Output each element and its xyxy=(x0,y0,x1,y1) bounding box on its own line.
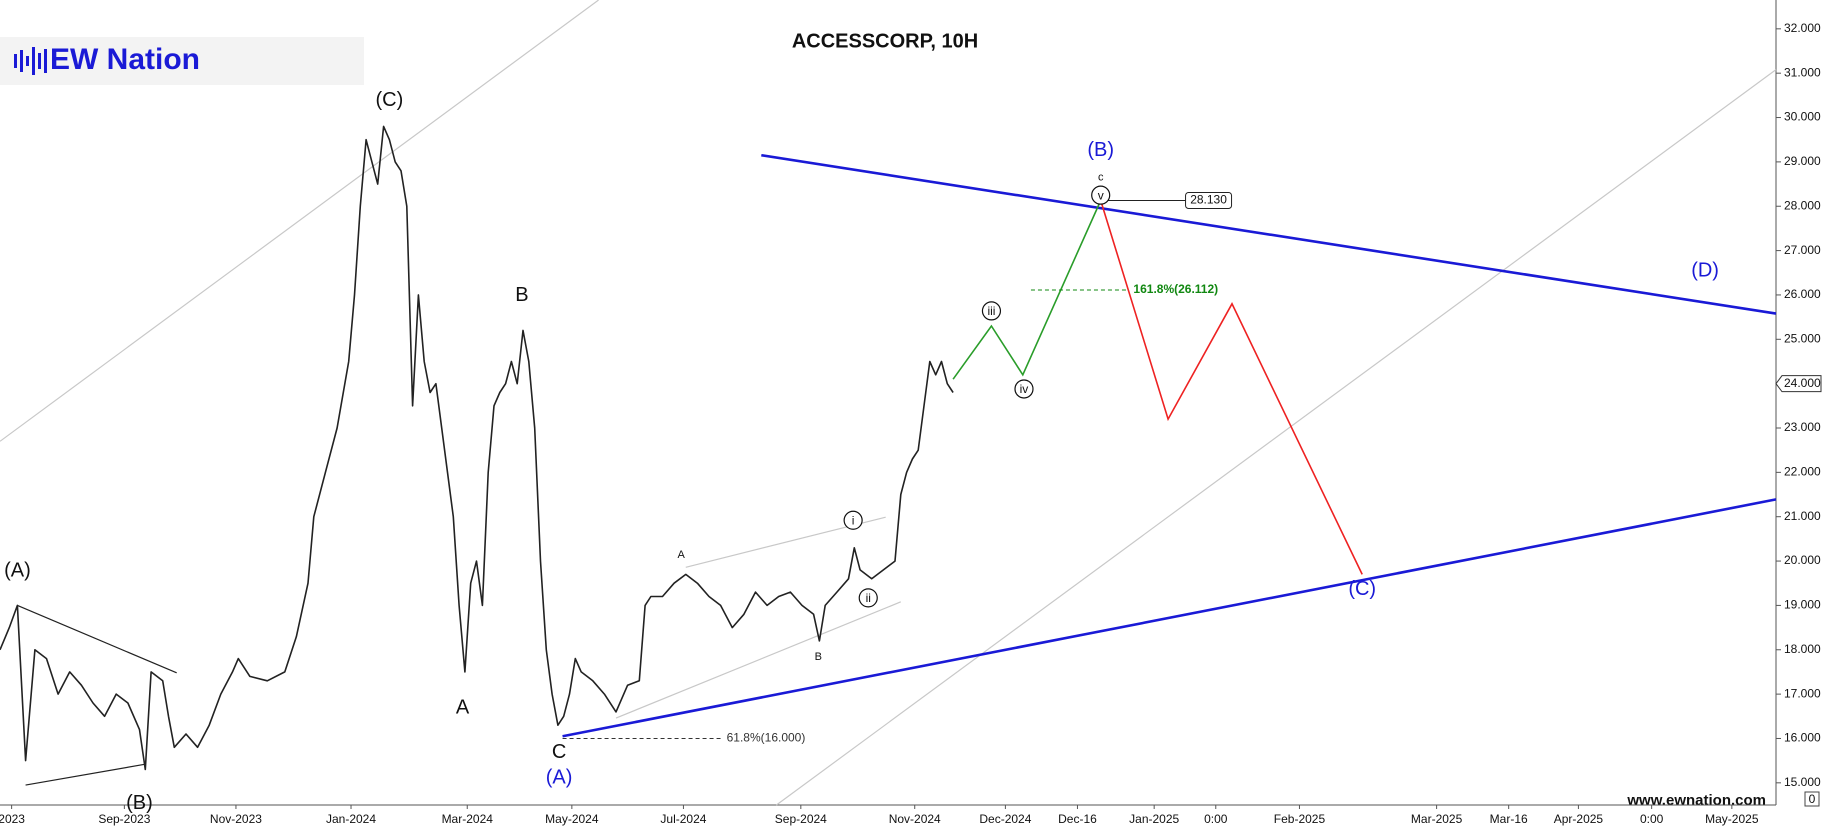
guide-line xyxy=(17,604,177,674)
y-tick-label: 32.000 xyxy=(1784,21,1821,35)
website: www.ewnation.com xyxy=(1626,792,1766,809)
price-marker xyxy=(1775,375,1822,393)
x-tick-label: 0:00 xyxy=(1204,812,1228,826)
fib-label: 61.8%(16.000) xyxy=(727,731,806,745)
x-tick-label: Mar-2024 xyxy=(442,812,494,826)
price-line xyxy=(0,125,954,771)
wave-label: (A) xyxy=(546,767,573,789)
wave-label: C xyxy=(552,741,566,763)
chart-title: ACCESSCORP, 10H xyxy=(792,30,978,52)
x-tick-label: Dec-16 xyxy=(1058,812,1097,826)
x-tick-label: May-2025 xyxy=(1705,812,1759,826)
wave-label: A xyxy=(677,549,685,561)
x-tick-label: Nov-2023 xyxy=(210,812,262,826)
guide-line xyxy=(25,763,146,786)
y-tick-label: 18.000 xyxy=(1784,642,1821,656)
target-label: 28.130 xyxy=(1190,193,1227,207)
y-tick-label: 30.000 xyxy=(1784,110,1821,124)
wave-label: B xyxy=(815,651,822,663)
wave-label: iii xyxy=(987,304,995,318)
guide-line xyxy=(776,69,1777,806)
x-tick-label: Jul-2024 xyxy=(660,812,706,826)
y-tick-label: 26.000 xyxy=(1784,287,1821,301)
axis-corner-box xyxy=(1804,791,1820,807)
x-tick-label: Nov-2024 xyxy=(889,812,941,826)
y-tick-label: 20.000 xyxy=(1784,553,1821,567)
wave-label: (D) xyxy=(1691,260,1719,282)
wave-circle xyxy=(1014,379,1034,399)
trend-line xyxy=(562,498,1777,738)
wave-label: (A) xyxy=(4,560,31,582)
x-tick-label: 2023 xyxy=(0,812,25,826)
x-tick-label: Mar-16 xyxy=(1490,812,1528,826)
x-tick-label: Jan-2024 xyxy=(326,812,376,826)
y-tick-label: 31.000 xyxy=(1784,65,1821,79)
wave-label: A xyxy=(456,697,470,719)
target-box xyxy=(1185,191,1233,209)
y-tick-label: 29.000 xyxy=(1784,154,1821,168)
guide-line xyxy=(615,601,902,719)
x-tick-label: May-2024 xyxy=(545,812,599,826)
x-tick-label: Sep-2023 xyxy=(98,812,150,826)
wave-label: v xyxy=(1098,188,1104,202)
y-tick-label: 27.000 xyxy=(1784,243,1821,257)
x-tick-label: Mar-2025 xyxy=(1411,812,1463,826)
logo-text: EW Nation xyxy=(50,43,200,76)
projection-path xyxy=(952,200,1102,380)
x-tick-label: Jan-2025 xyxy=(1129,812,1179,826)
wave-label: c xyxy=(1098,171,1104,183)
guide-line xyxy=(0,0,599,442)
logo-box xyxy=(0,37,364,85)
x-tick-label: Apr-2025 xyxy=(1554,812,1604,826)
x-tick-label: Dec-2024 xyxy=(979,812,1031,826)
y-tick-label: 16.000 xyxy=(1784,731,1821,745)
price-marker-label: 24.000 xyxy=(1784,376,1821,390)
wave-circle xyxy=(858,588,878,608)
wave-circle xyxy=(1091,185,1111,205)
wave-label: (B) xyxy=(126,792,153,814)
axis-corner-label: 0 xyxy=(1809,792,1816,806)
y-tick-label: 23.000 xyxy=(1784,420,1821,434)
y-tick-label: 21.000 xyxy=(1784,509,1821,523)
wave-label: (B) xyxy=(1087,139,1114,161)
wave-circle xyxy=(981,301,1002,321)
y-tick-label: 19.000 xyxy=(1784,598,1821,612)
y-tick-label: 28.000 xyxy=(1784,198,1821,212)
y-tick-label: 25.000 xyxy=(1784,331,1821,345)
wave-label: ii xyxy=(866,591,871,605)
wave-label: (C) xyxy=(375,89,403,111)
y-tick-label: 22.000 xyxy=(1784,465,1821,479)
trend-line xyxy=(761,153,1777,315)
x-tick-label: Feb-2025 xyxy=(1274,812,1326,826)
wave-label: (C) xyxy=(1348,578,1376,600)
y-tick-label: 15.000 xyxy=(1784,775,1821,789)
wave-label: B xyxy=(515,284,528,306)
wave-label: i xyxy=(852,513,855,527)
logo-icon xyxy=(14,47,47,75)
x-tick-label: Sep-2024 xyxy=(775,812,827,826)
y-tick-label: 17.000 xyxy=(1784,686,1821,700)
wave-label: iv xyxy=(1020,382,1029,396)
wave-circle xyxy=(843,510,863,530)
x-tick-label: 0:00 xyxy=(1640,812,1664,826)
projection-path xyxy=(1099,200,1363,575)
fib-label: 161.8%(26.112) xyxy=(1133,282,1218,296)
